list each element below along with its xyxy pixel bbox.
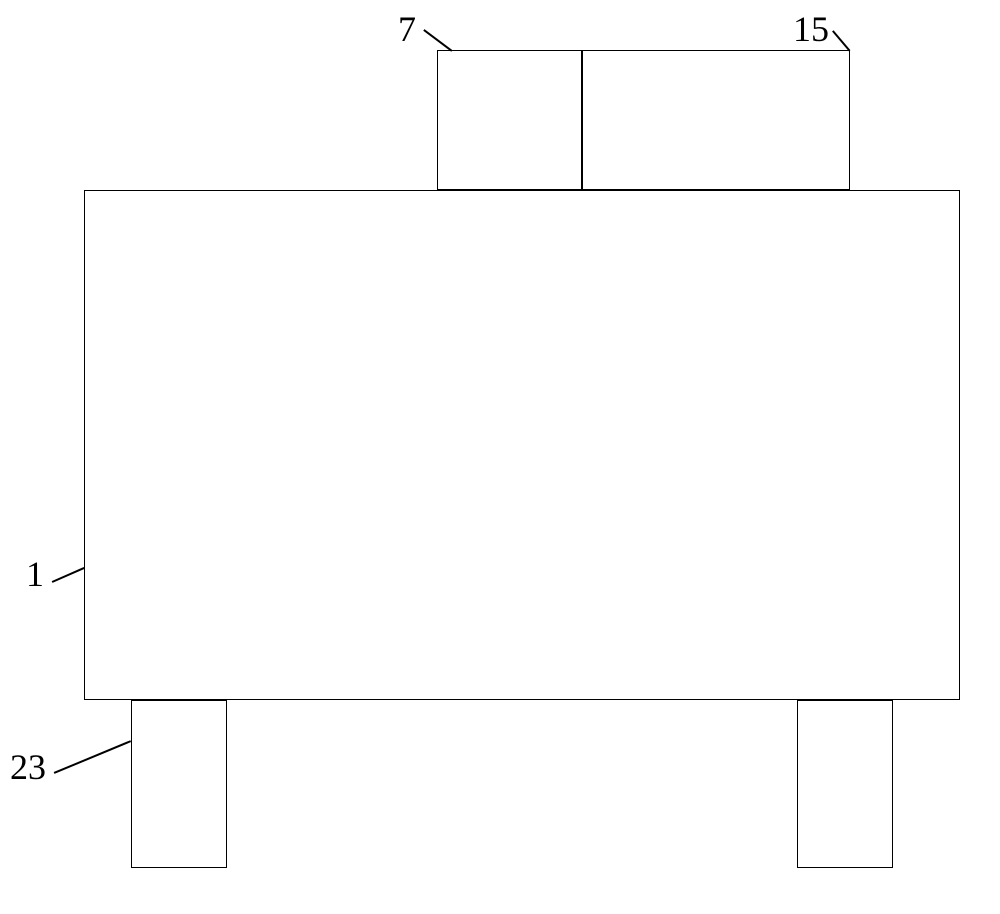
leg-left-rect: [131, 700, 227, 868]
leader-15: [832, 30, 850, 51]
top-right-rect: [582, 50, 850, 190]
label-1: 1: [26, 553, 44, 595]
leader-1: [52, 567, 85, 582]
label-7: 7: [398, 8, 416, 50]
leader-7: [424, 29, 453, 51]
leg-right-rect: [797, 700, 893, 868]
main-body-rect: [84, 190, 960, 700]
top-left-rect: [437, 50, 582, 190]
leader-23: [54, 740, 132, 773]
label-15: 15: [793, 8, 829, 50]
label-23: 23: [10, 746, 46, 788]
